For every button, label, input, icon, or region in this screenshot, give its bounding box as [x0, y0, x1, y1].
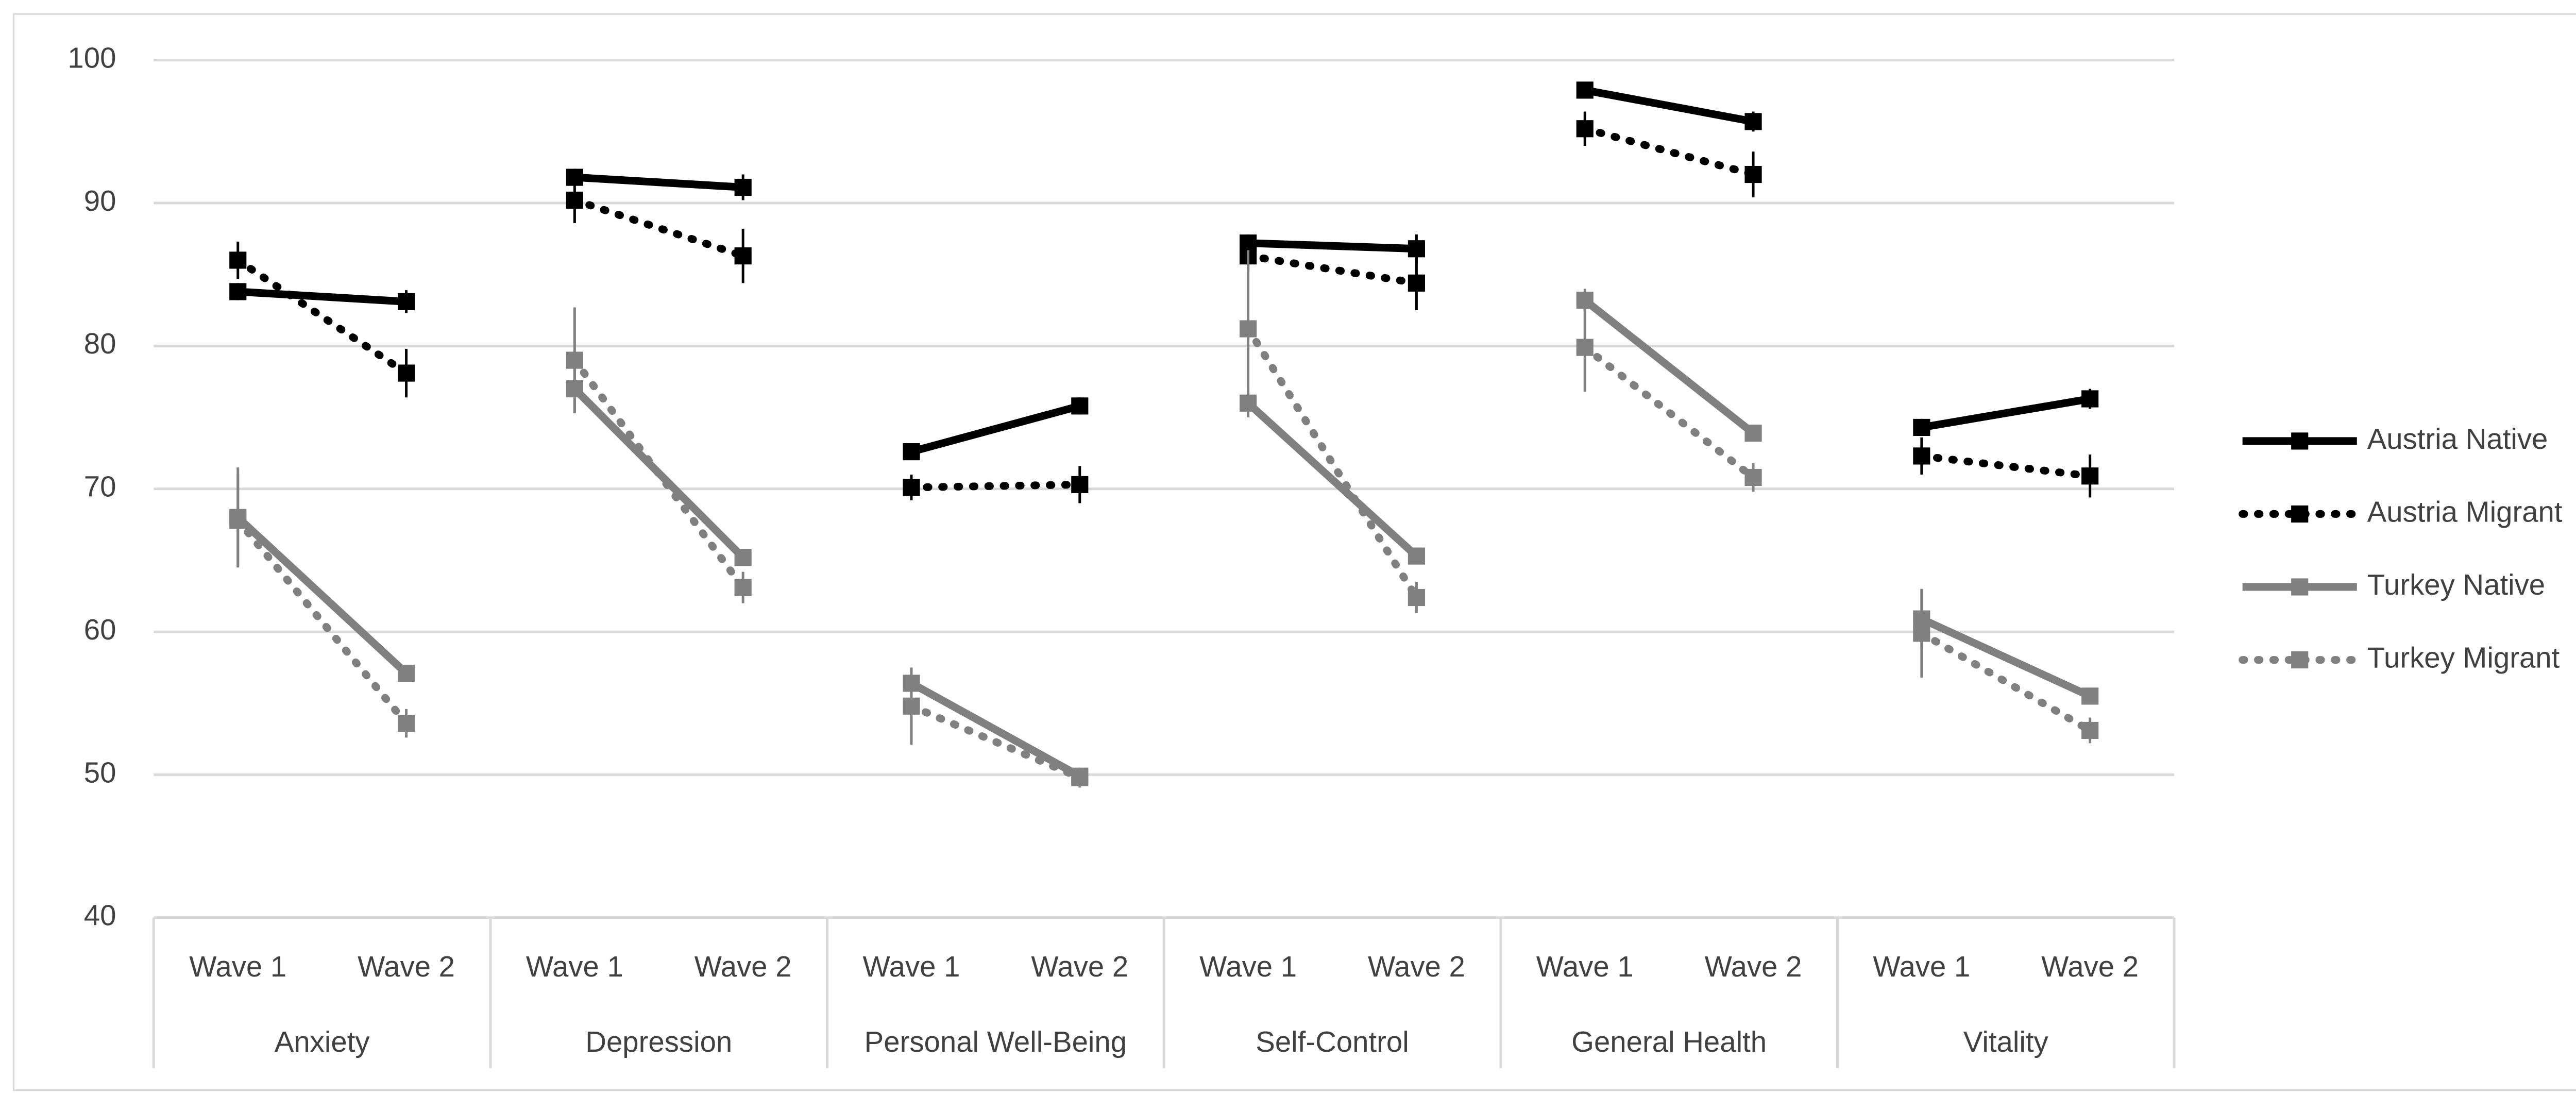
data-point	[2081, 687, 2099, 705]
data-point	[1576, 120, 1594, 138]
series-line	[1918, 629, 2094, 734]
series-line	[907, 480, 1084, 492]
series-line	[235, 514, 409, 676]
series-line	[1582, 297, 1756, 436]
data-point	[1408, 588, 1425, 607]
data-point	[903, 697, 920, 715]
data-point	[2081, 721, 2099, 739]
legend-label: Austria Migrant	[2367, 495, 2563, 528]
data-point	[734, 178, 752, 196]
series-line	[1245, 400, 1419, 559]
x-tick-label: Wave 1	[1199, 950, 1297, 983]
data-point	[1913, 447, 1930, 465]
series-line	[1581, 343, 1757, 481]
legend-marker	[2291, 432, 2309, 450]
series-line	[1921, 395, 2091, 431]
data-point	[1744, 468, 1762, 486]
legend-marker	[2291, 505, 2309, 523]
series-line	[1920, 615, 2092, 700]
y-tick-label: 50	[84, 756, 116, 788]
data-point	[1408, 547, 1425, 565]
data-point	[1408, 240, 1425, 258]
series-line	[1244, 252, 1420, 287]
group-label: Depression	[585, 1025, 732, 1058]
series-line	[910, 402, 1081, 456]
group-label: Self-Control	[1256, 1025, 1409, 1058]
data-point	[903, 479, 920, 496]
series-line	[570, 356, 747, 592]
data-point	[1240, 320, 1257, 338]
data-point	[1744, 165, 1762, 183]
legend-label: Turkey Native	[2367, 568, 2545, 601]
group-label: Vitality	[1963, 1025, 2049, 1058]
series-line	[574, 173, 743, 191]
x-tick-label: Wave 2	[1705, 950, 1802, 983]
group-label: Personal Well-Being	[865, 1025, 1127, 1058]
data-point	[1576, 81, 1594, 99]
series-line	[1244, 325, 1420, 601]
data-point	[734, 247, 752, 265]
data-point	[2081, 390, 2099, 408]
data-point	[903, 443, 920, 461]
y-tick-label: 40	[84, 899, 116, 932]
x-tick-label: Wave 2	[1368, 950, 1465, 983]
data-point	[397, 664, 415, 682]
data-point	[1071, 397, 1089, 415]
data-point	[1913, 625, 1930, 642]
y-tick-label: 80	[84, 327, 116, 360]
x-tick-label: Wave 1	[1536, 950, 1634, 983]
data-point	[1576, 339, 1594, 356]
data-point	[229, 251, 247, 269]
legend-label: Austria Native	[2367, 423, 2548, 455]
data-point	[1071, 476, 1089, 493]
series-line	[909, 680, 1082, 780]
series-line	[570, 196, 747, 260]
data-point	[397, 293, 415, 310]
x-tick-label: Wave 1	[189, 950, 286, 983]
data-point	[397, 364, 415, 382]
data-point	[734, 579, 752, 596]
data-point	[1913, 418, 1930, 436]
x-tick-label: Wave 1	[863, 950, 960, 983]
x-tick-label: Wave 2	[694, 950, 792, 983]
data-point	[229, 283, 247, 300]
series-line	[1918, 452, 2094, 480]
y-tick-label: 60	[84, 613, 116, 646]
series-line	[1248, 239, 1417, 253]
data-point	[2081, 467, 2099, 485]
x-tick-label: Wave 2	[358, 950, 455, 983]
x-tick-label: Wave 2	[2041, 950, 2139, 983]
data-point	[397, 715, 415, 732]
data-point	[229, 512, 247, 529]
group-label: Anxiety	[275, 1025, 370, 1058]
x-tick-label: Wave 1	[1873, 950, 1970, 983]
legend-marker	[2291, 578, 2309, 596]
data-point	[1071, 769, 1089, 786]
y-tick-label: 70	[84, 470, 116, 503]
data-point	[1744, 113, 1762, 130]
series-line	[1584, 86, 1754, 126]
x-tick-label: Wave 2	[1031, 950, 1128, 983]
data-point	[566, 351, 583, 369]
data-point	[566, 191, 583, 209]
y-tick-label: 100	[67, 42, 116, 74]
y-tick-label: 90	[84, 184, 116, 217]
series-line	[234, 256, 411, 377]
series-line	[1581, 125, 1757, 178]
series-line	[907, 702, 1084, 782]
data-point	[1744, 424, 1762, 442]
chart-border	[12, 13, 2576, 1091]
group-label: General Health	[1571, 1025, 1767, 1058]
x-tick-label: Wave 1	[526, 950, 623, 983]
series-line	[238, 288, 407, 306]
series-line	[234, 516, 411, 728]
legend-marker	[2291, 651, 2309, 669]
legend-label: Turkey Migrant	[2367, 641, 2560, 674]
data-point	[734, 549, 752, 566]
data-point	[1408, 274, 1425, 292]
